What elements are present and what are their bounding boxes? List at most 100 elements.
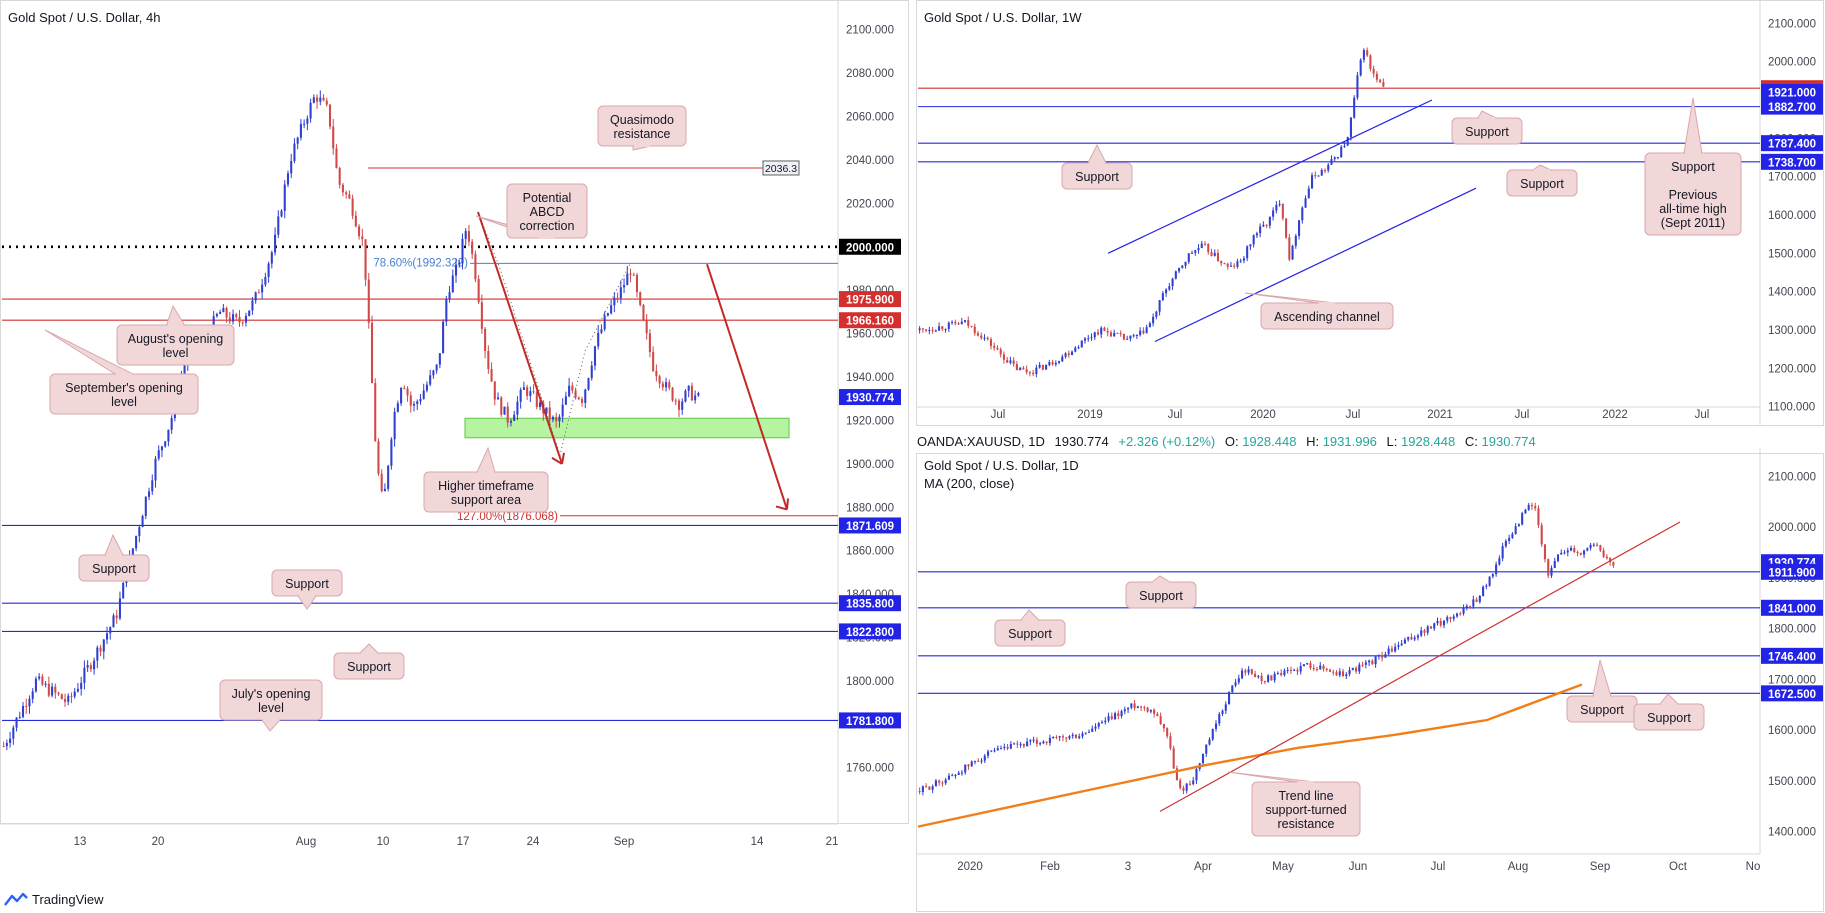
annotation-text: Support bbox=[347, 660, 391, 674]
candle bbox=[1239, 258, 1242, 263]
candle bbox=[361, 228, 364, 247]
candle bbox=[322, 94, 325, 102]
candle bbox=[348, 190, 351, 200]
candle bbox=[1104, 717, 1107, 725]
legend-close: 1930.774 bbox=[1482, 434, 1536, 449]
candle bbox=[1165, 288, 1168, 297]
candle bbox=[1100, 720, 1104, 724]
channel-lower bbox=[1154, 187, 1477, 343]
x-tick-label: Jul bbox=[1695, 409, 1710, 421]
legend-o-label: O: bbox=[1225, 434, 1239, 449]
candle bbox=[1022, 366, 1025, 370]
candle bbox=[1041, 364, 1044, 371]
candle bbox=[1369, 54, 1372, 72]
candle bbox=[18, 711, 21, 719]
y-tick-label: 1600.000 bbox=[1768, 210, 1816, 222]
candle bbox=[1129, 335, 1132, 342]
y-tick-label: 1960.000 bbox=[846, 329, 894, 341]
price-tag: 1882.700 bbox=[1761, 98, 1823, 115]
candle bbox=[432, 369, 435, 379]
candle bbox=[1123, 706, 1126, 715]
candle bbox=[954, 319, 957, 326]
candle bbox=[931, 326, 934, 334]
candle bbox=[1148, 321, 1151, 328]
candle bbox=[642, 303, 645, 322]
candle bbox=[1048, 734, 1051, 746]
candle bbox=[403, 385, 406, 390]
x-tick-label: Feb bbox=[1040, 861, 1060, 873]
candle bbox=[1364, 659, 1367, 669]
candle bbox=[1459, 611, 1462, 616]
candle bbox=[1091, 725, 1094, 732]
annotation-text: Support bbox=[92, 562, 136, 576]
candle bbox=[980, 332, 983, 340]
candle bbox=[687, 385, 690, 398]
candle bbox=[257, 289, 260, 294]
candle bbox=[993, 747, 996, 753]
candle bbox=[96, 645, 99, 669]
candle bbox=[694, 390, 697, 404]
candle bbox=[280, 209, 283, 218]
candle bbox=[1208, 737, 1211, 746]
candle bbox=[999, 347, 1002, 358]
candle bbox=[1201, 753, 1205, 767]
candle bbox=[380, 469, 383, 493]
candle bbox=[1306, 662, 1309, 665]
candle bbox=[1482, 585, 1485, 597]
candle bbox=[947, 321, 950, 333]
x-tick-label: 13 bbox=[74, 836, 87, 848]
candle bbox=[458, 260, 461, 268]
candle bbox=[590, 361, 593, 381]
x-tick-label: Aug bbox=[1508, 861, 1528, 873]
panel-title: Gold Spot / U.S. Dollar, 4h bbox=[8, 10, 160, 25]
candle bbox=[1332, 669, 1335, 676]
y-tick-label: 1800.000 bbox=[1768, 624, 1816, 636]
candle bbox=[89, 662, 92, 673]
candle bbox=[54, 683, 57, 699]
candle bbox=[1550, 565, 1553, 578]
y-tick-label: 2000.000 bbox=[1768, 57, 1816, 69]
candle bbox=[1127, 707, 1130, 713]
candle bbox=[1067, 350, 1070, 358]
candle bbox=[1452, 614, 1455, 622]
candle bbox=[93, 657, 96, 675]
panel-1d-frame bbox=[916, 453, 1824, 912]
candle bbox=[1356, 71, 1359, 101]
candle bbox=[1106, 327, 1109, 337]
panel-1d[interactable]: Gold Spot / U.S. Dollar, 1D MA (200, clos… bbox=[916, 448, 1823, 873]
candle bbox=[980, 758, 983, 764]
candle bbox=[1172, 745, 1175, 770]
candle bbox=[248, 310, 251, 317]
candle bbox=[519, 387, 522, 409]
svg-text:1787.400: 1787.400 bbox=[1768, 139, 1816, 151]
tradingview-logo[interactable]: TradingView bbox=[4, 888, 104, 910]
candle bbox=[1061, 354, 1064, 362]
x-tick-label: 2021 bbox=[1427, 409, 1453, 421]
candle bbox=[283, 179, 286, 219]
candle bbox=[1511, 532, 1514, 539]
candle bbox=[1006, 356, 1009, 363]
candle bbox=[1096, 329, 1100, 336]
annotation-text: Support bbox=[1647, 711, 1691, 725]
candle bbox=[370, 315, 374, 384]
candle bbox=[506, 402, 509, 428]
candle bbox=[1341, 668, 1345, 677]
panel-4h[interactable]: Gold Spot / U.S. Dollar, 4h 2100.000 2080.… bbox=[0, 0, 901, 848]
panel-1w[interactable]: Gold Spot / U.S. Dollar, 1W 2100.000 2000.… bbox=[916, 0, 1823, 425]
annotation-text: support area bbox=[451, 493, 521, 507]
candle bbox=[1126, 335, 1129, 340]
candle bbox=[316, 94, 319, 109]
candle bbox=[970, 760, 973, 767]
candle bbox=[122, 581, 125, 599]
x-tick-label: 21 bbox=[826, 836, 839, 848]
candle bbox=[921, 785, 924, 796]
candle bbox=[461, 233, 464, 270]
price-tag: 1781.800 bbox=[839, 712, 901, 729]
quasimodo-tag bbox=[762, 160, 800, 176]
legend-d1: OANDA:XAUUSD, 1D 1930.774 +2.326 (+0.12%… bbox=[917, 434, 1536, 449]
annotation-text: level bbox=[163, 346, 189, 360]
candle bbox=[1022, 743, 1025, 749]
candle bbox=[1387, 645, 1390, 656]
